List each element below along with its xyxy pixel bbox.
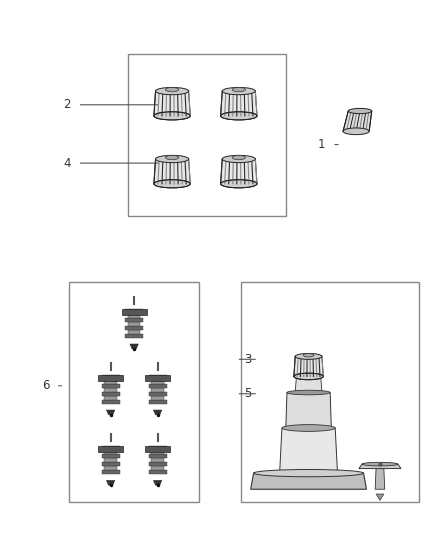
Ellipse shape — [154, 180, 190, 188]
Polygon shape — [154, 159, 190, 184]
Polygon shape — [152, 396, 164, 400]
Polygon shape — [125, 326, 143, 330]
Ellipse shape — [287, 390, 330, 395]
Bar — [69, 282, 199, 503]
Text: 5: 5 — [244, 387, 252, 400]
Polygon shape — [148, 392, 167, 396]
Ellipse shape — [295, 353, 322, 359]
Ellipse shape — [166, 155, 179, 160]
Ellipse shape — [222, 87, 255, 95]
Polygon shape — [125, 310, 143, 313]
Ellipse shape — [254, 470, 364, 477]
Polygon shape — [154, 91, 190, 116]
Polygon shape — [102, 375, 120, 379]
Polygon shape — [125, 334, 143, 338]
Polygon shape — [102, 462, 120, 466]
Polygon shape — [153, 410, 162, 415]
Polygon shape — [286, 392, 331, 428]
Polygon shape — [104, 450, 117, 454]
Polygon shape — [148, 446, 167, 450]
Text: 6: 6 — [42, 379, 49, 392]
Polygon shape — [104, 396, 117, 400]
Polygon shape — [221, 91, 257, 116]
Polygon shape — [152, 379, 164, 384]
Polygon shape — [128, 313, 141, 318]
Ellipse shape — [232, 87, 245, 92]
Ellipse shape — [343, 128, 369, 135]
Polygon shape — [148, 454, 167, 458]
Polygon shape — [130, 344, 138, 349]
Polygon shape — [106, 480, 115, 485]
Ellipse shape — [221, 112, 257, 120]
Polygon shape — [104, 387, 117, 392]
Polygon shape — [104, 466, 117, 471]
Ellipse shape — [222, 155, 255, 163]
Bar — [127, 54, 286, 216]
Polygon shape — [128, 322, 141, 326]
Polygon shape — [148, 471, 167, 474]
Polygon shape — [145, 446, 170, 452]
Ellipse shape — [221, 180, 257, 188]
Ellipse shape — [282, 425, 335, 431]
Polygon shape — [152, 450, 164, 454]
Polygon shape — [148, 384, 167, 387]
Bar — [241, 282, 419, 503]
Polygon shape — [153, 480, 162, 485]
Ellipse shape — [362, 462, 398, 466]
Polygon shape — [295, 376, 322, 392]
Polygon shape — [104, 379, 117, 384]
Text: 4: 4 — [64, 157, 71, 169]
Polygon shape — [152, 387, 164, 392]
Polygon shape — [128, 330, 141, 334]
Polygon shape — [152, 466, 164, 471]
Polygon shape — [122, 310, 147, 316]
Ellipse shape — [232, 155, 245, 160]
Polygon shape — [279, 428, 338, 473]
Ellipse shape — [348, 108, 372, 114]
Polygon shape — [106, 410, 115, 415]
Polygon shape — [125, 318, 143, 322]
Ellipse shape — [294, 373, 323, 379]
Ellipse shape — [154, 112, 190, 120]
Polygon shape — [148, 375, 167, 379]
Ellipse shape — [155, 87, 189, 95]
Polygon shape — [98, 375, 123, 382]
Polygon shape — [375, 467, 385, 489]
Text: 3: 3 — [244, 353, 252, 366]
Text: 2: 2 — [64, 98, 71, 111]
Polygon shape — [221, 159, 257, 184]
Ellipse shape — [166, 87, 179, 92]
Polygon shape — [145, 375, 170, 382]
Text: 1: 1 — [318, 138, 325, 151]
Polygon shape — [343, 111, 372, 131]
Polygon shape — [294, 357, 323, 376]
Polygon shape — [104, 458, 117, 462]
Polygon shape — [359, 464, 401, 469]
Polygon shape — [152, 458, 164, 462]
Polygon shape — [102, 454, 120, 458]
Polygon shape — [102, 471, 120, 474]
Polygon shape — [102, 400, 120, 404]
Polygon shape — [102, 392, 120, 396]
Polygon shape — [98, 446, 123, 452]
Polygon shape — [376, 494, 384, 500]
Polygon shape — [102, 446, 120, 450]
Ellipse shape — [155, 155, 189, 163]
Polygon shape — [148, 462, 167, 466]
Polygon shape — [251, 473, 367, 489]
Ellipse shape — [303, 353, 314, 357]
Polygon shape — [102, 384, 120, 387]
Polygon shape — [148, 400, 167, 404]
